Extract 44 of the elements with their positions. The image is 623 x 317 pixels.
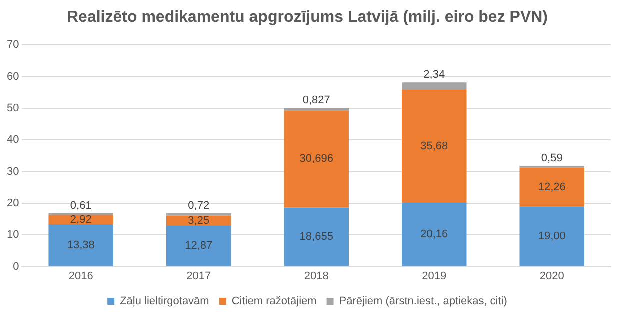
x-tick-label: 2019 (422, 270, 447, 282)
bar (284, 110, 349, 208)
x-tick-label: 2017 (186, 270, 212, 282)
y-tick-label: 10 (6, 229, 20, 242)
legend-label: Pārējiem (ārstn.iest., aptiekas, citi) (339, 296, 508, 308)
x-tick-label: 2016 (68, 270, 94, 282)
chart-title: Realizēto medikamentu apgrozījums Latvijā (milj. eiro bez PVN) (67, 9, 548, 26)
bar (520, 168, 585, 207)
x-tick-label: 2020 (540, 270, 564, 282)
data-label: 20,16 (420, 228, 448, 241)
bar (402, 202, 467, 266)
data-label: 12,87 (185, 240, 213, 252)
data-label: 0,61 (70, 200, 92, 212)
data-label: 3,25 (188, 214, 210, 227)
bar (284, 108, 349, 111)
y-tick-label: 50 (6, 102, 20, 115)
y-tick-label: 70 (6, 39, 20, 52)
y-tick-label: 40 (6, 134, 20, 146)
bar (48, 224, 114, 266)
data-label: 13,38 (67, 239, 95, 252)
data-label: 2,34 (424, 69, 446, 82)
x-tick-label: 2018 (304, 270, 329, 282)
data-label: 18,655 (300, 231, 334, 244)
bar (402, 90, 467, 203)
data-label: 12,26 (538, 181, 566, 194)
data-label: 0,827 (302, 94, 330, 106)
data-label: 35,68 (420, 140, 448, 153)
data-label: 19,00 (538, 230, 566, 243)
bar (48, 215, 114, 224)
data-label: 0,59 (541, 152, 563, 165)
data-label: 2,92 (70, 214, 92, 226)
data-label: 30,696 (300, 153, 334, 166)
y-tick-label: 60 (6, 70, 20, 83)
data-label: 0,72 (188, 200, 210, 212)
bar (284, 208, 349, 266)
y-tick-label: 30 (6, 166, 20, 178)
y-tick-label: 20 (6, 198, 20, 210)
legend-label: Citiem ražotājiem (232, 296, 317, 308)
bar (166, 213, 232, 216)
bar (402, 82, 467, 90)
y-tick-label: 0 (13, 260, 20, 273)
legend-label: Zāļu lieltirgotavām (120, 296, 210, 308)
bar (520, 206, 585, 266)
bar (166, 226, 232, 266)
